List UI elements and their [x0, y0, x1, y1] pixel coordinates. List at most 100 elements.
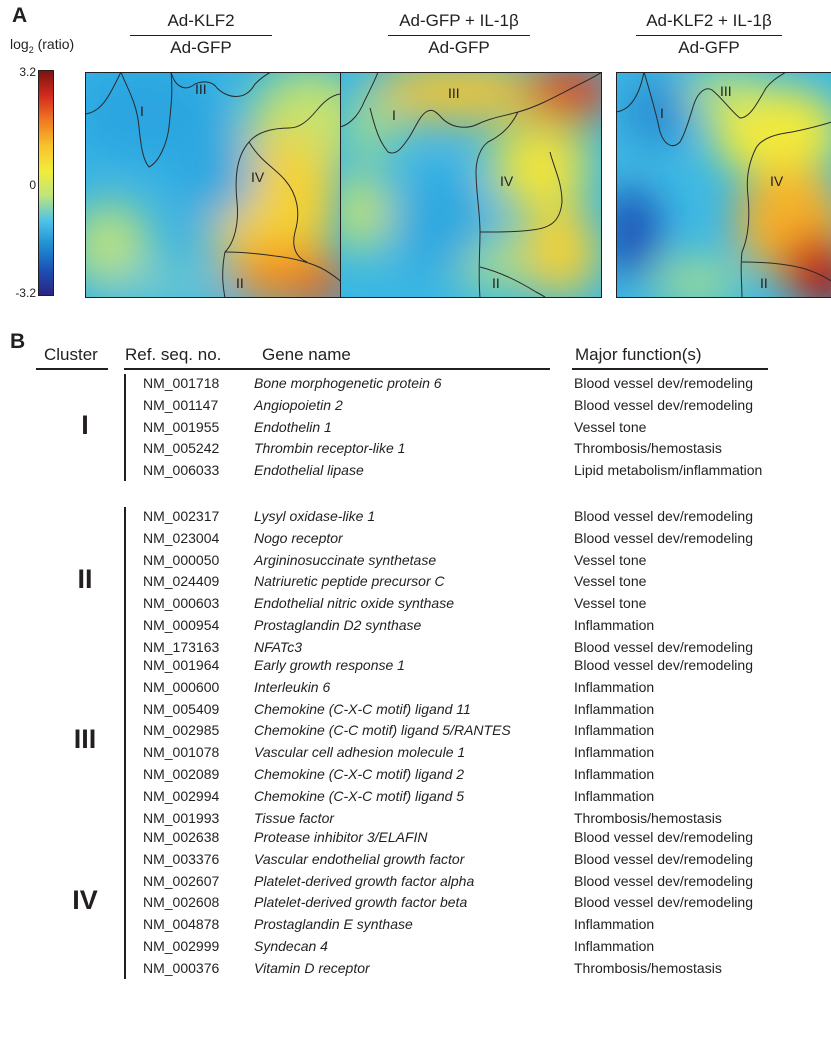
function-cell: Inflammation [574, 700, 655, 717]
ref-seq-cell: NM_002999 [143, 938, 220, 954]
gene-name-cell: Chemokine (C-X-C motif) ligand 11 [254, 700, 471, 717]
gene-name-cell: Tissue factor [254, 809, 335, 826]
function-cell: Inflammation [574, 722, 655, 739]
function-cell: Thrombosis/hemostasis [574, 809, 722, 826]
function-cell: Thrombosis/hemostasis [574, 959, 722, 976]
heatmap-ad-klf2-il1b: I III IV II [615, 72, 831, 298]
table-row: NM_002608 Platelet-derived growth factor … [0, 891, 831, 913]
header-ref-gene-underline [124, 368, 550, 370]
table-row: NM_000376 Vitamin D receptor Thrombosis/he… [0, 957, 831, 979]
gene-name-cell: Prostaglandin D2 synthase [254, 617, 422, 633]
region-label: II [760, 275, 768, 291]
function-cell: Blood vessel dev/remodeling [574, 396, 753, 413]
ref-seq-cell: NM_024409 [143, 573, 220, 590]
table-row: NM_001964 Early growth response 1 Blood ve… [0, 654, 831, 676]
function-cell: Thrombosis/hemostasis [574, 440, 722, 457]
gene-name-cell: Lysyl oxidase-like 1 [254, 508, 376, 524]
region-label: IV [251, 169, 265, 185]
map-1-numerator: Ad-KLF2 [167, 11, 235, 30]
region-label: II [236, 275, 244, 291]
gene-name-cell: Nogo receptor [254, 529, 343, 546]
gene-name-cell: Vascular endothelial growth factor [254, 850, 465, 867]
function-cell: Inflammation [574, 787, 655, 804]
region-label: IV [770, 173, 784, 189]
region-label: III [720, 83, 732, 99]
region-label: I [392, 107, 396, 123]
table-row: NM_000600 Interleukin 6 Inflammation [0, 676, 831, 698]
gene-name-cell: Endothelial lipase [254, 462, 364, 479]
region-label: III [195, 81, 207, 97]
function-cell: Inflammation [574, 938, 655, 954]
header-gene: Gene name [262, 345, 351, 364]
function-cell: Vessel tone [574, 551, 647, 568]
gene-name-cell: Thrombin receptor-like 1 [254, 440, 406, 457]
table-row: NM_001147 Angiopoietin 2 Blood vessel dev/… [0, 394, 831, 416]
header-function-underline [572, 368, 768, 370]
ref-seq-cell: NM_002608 [143, 894, 220, 911]
map-2-denominator: Ad-GFP [428, 38, 490, 58]
cluster-label: III [73, 724, 97, 755]
heatmap-ad-gfp-il1b: I III IV II [340, 72, 602, 298]
ref-seq-cell: NM_002089 [143, 766, 220, 782]
header-function: Major function(s) [575, 345, 702, 364]
fraction-line [636, 35, 782, 37]
header-ref: Ref. seq. no. [125, 345, 222, 364]
map-3-title: Ad-KLF2 + IL-1β Ad-GFP [636, 10, 782, 59]
table-row: NM_000954 Prostaglandin D2 synthase Inflam… [0, 614, 831, 636]
header-cluster: Cluster [44, 345, 98, 364]
ref-seq-cell: NM_005242 [143, 440, 220, 457]
cluster-label: II [77, 564, 93, 595]
table-row: NM_004878 Prostaglandin E synthase Inflamm… [0, 913, 831, 935]
gene-name-cell: Early growth response 1 [254, 657, 405, 673]
function-cell: Blood vessel dev/remodeling [574, 657, 753, 673]
gene-name-cell: Chemokine (C-X-C motif) ligand 5 [254, 787, 465, 804]
ref-seq-cell: NM_003376 [143, 850, 220, 867]
ref-seq-cell: NM_023004 [143, 529, 220, 546]
function-cell: Inflammation [574, 916, 655, 933]
fraction-line [388, 35, 530, 37]
function-cell: Blood vessel dev/remodeling [574, 872, 753, 889]
ref-seq-cell: NM_001718 [143, 375, 220, 391]
function-cell: Blood vessel dev/remodeling [574, 894, 753, 911]
function-cell: Blood vessel dev/remodeling [574, 850, 753, 867]
gene-name-cell: Endothelial nitric oxide synthase [254, 595, 455, 612]
table-row: NM_002999 Syndecan 4 Inflammation [0, 935, 831, 957]
header-cluster-underline [36, 368, 108, 370]
cluster-bracket [124, 656, 126, 829]
ref-seq-cell: NM_002985 [143, 722, 220, 739]
ref-seq-cell: NM_002638 [143, 829, 220, 845]
ref-seq-cell: NM_000376 [143, 959, 220, 976]
cluster-bracket [124, 374, 126, 481]
table-row: NM_001078 Vascular cell adhesion molecule… [0, 741, 831, 763]
table-row: NM_002985 Chemokine (C-C motif) ligand 5/… [0, 719, 831, 741]
table-row: NM_002089 Chemokine (C-X-C motif) ligand … [0, 763, 831, 785]
region-label: III [448, 85, 460, 101]
gene-name-cell: Interleukin 6 [254, 678, 331, 695]
gene-name-cell: Platelet-derived growth factor alpha [254, 872, 475, 889]
region-label: I [140, 103, 144, 119]
table-row: NM_023004 Nogo receptor Blood vessel dev/r… [0, 527, 831, 549]
function-cell: Vessel tone [574, 418, 647, 435]
region-label: I [660, 105, 664, 121]
cluster-label: I [81, 409, 89, 440]
table-row: NM_002317 Lysyl oxidase-like 1 Blood vesse… [0, 505, 831, 527]
ref-seq-cell: NM_006033 [143, 462, 220, 479]
map-3-denominator: Ad-GFP [678, 38, 740, 58]
ref-seq-cell: NM_000050 [143, 551, 220, 568]
ref-seq-cell: NM_001147 [143, 396, 219, 413]
table-row: NM_000050 Argininosuccinate synthetase Ves… [0, 549, 831, 571]
function-cell: Lipid metabolism/inflammation [574, 462, 763, 479]
map-1-title: Ad-KLF2 Ad-GFP [130, 10, 272, 59]
table-row: NM_002607 Platelet-derived growth factor … [0, 870, 831, 892]
function-cell: Inflammation [574, 678, 655, 695]
gene-name-cell: Vascular cell adhesion molecule 1 [254, 744, 466, 761]
panel-a-letter: A [12, 4, 28, 27]
color-scale-bar [38, 70, 54, 296]
scale-tick-max: 3.2 [19, 65, 36, 79]
cluster-bracket [124, 828, 126, 979]
map-2-title: Ad-GFP + IL-1β Ad-GFP [388, 10, 530, 59]
function-cell: Vessel tone [574, 573, 647, 590]
gene-name-cell: Vitamin D receptor [254, 959, 370, 976]
ref-seq-cell: NM_000600 [143, 678, 220, 695]
function-cell: Blood vessel dev/remodeling [574, 508, 753, 524]
